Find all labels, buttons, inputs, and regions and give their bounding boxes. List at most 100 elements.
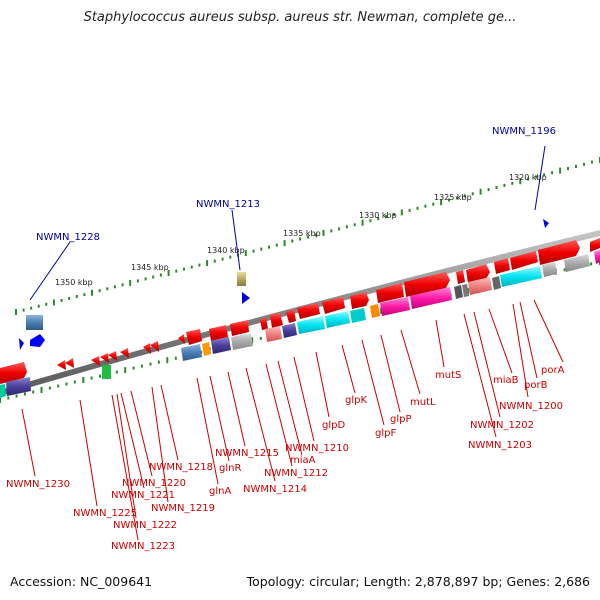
gene-label[interactable]: porA — [541, 365, 565, 376]
gene[interactable] — [57, 360, 66, 370]
gene[interactable] — [0, 362, 27, 384]
gene[interactable] — [178, 334, 185, 344]
ruler-dot — [511, 181, 514, 185]
ruler-dot — [136, 279, 139, 283]
gene[interactable] — [102, 365, 111, 379]
gene[interactable] — [270, 313, 283, 328]
gene[interactable] — [181, 344, 202, 361]
gene-label[interactable]: NWMN_1219 — [151, 503, 215, 514]
ruler-dot — [174, 356, 177, 360]
gene[interactable] — [65, 358, 74, 368]
gene-label[interactable]: glpP — [390, 414, 412, 425]
gene[interactable] — [325, 311, 350, 328]
gene[interactable] — [510, 251, 538, 270]
gene-label[interactable]: glnA — [209, 486, 231, 497]
gene[interactable] — [466, 264, 490, 283]
feature-arrow[interactable] — [19, 338, 24, 350]
gene-label[interactable]: NWMN_1221 — [111, 490, 175, 501]
gene[interactable] — [322, 297, 345, 314]
gene-label[interactable]: glnR — [219, 463, 241, 474]
feature-label[interactable]: NWMN_1228 — [36, 232, 100, 243]
gene[interactable] — [538, 240, 580, 265]
gene[interactable] — [186, 329, 202, 345]
gene[interactable] — [350, 292, 369, 309]
ruler-dot — [90, 376, 93, 380]
gene[interactable] — [0, 384, 6, 398]
gene[interactable] — [282, 323, 297, 338]
ruler-dot — [306, 235, 309, 239]
gene[interactable] — [492, 276, 501, 290]
gene-label[interactable]: NWMN_1215 — [215, 448, 279, 459]
feature-box[interactable] — [26, 315, 43, 330]
gene-label[interactable]: NWMN_1210 — [285, 443, 349, 454]
gene[interactable] — [6, 377, 31, 396]
gene[interactable] — [380, 297, 410, 316]
gene-label[interactable]: NWMN_1212 — [264, 468, 328, 479]
gene[interactable] — [209, 325, 228, 341]
ruler-dot — [455, 196, 458, 200]
gene[interactable] — [454, 285, 463, 299]
gene-label[interactable]: NWMN_1218 — [149, 462, 213, 473]
ruler-dot — [299, 237, 302, 241]
ruler-dot — [252, 249, 255, 253]
gene[interactable] — [297, 303, 320, 319]
feature-label[interactable]: NWMN_1213 — [196, 199, 260, 210]
gene[interactable] — [260, 317, 268, 330]
gene[interactable] — [542, 262, 557, 277]
gene[interactable] — [202, 342, 211, 356]
gene-label[interactable]: glpK — [345, 395, 367, 406]
gene[interactable] — [404, 272, 450, 297]
gene[interactable] — [350, 308, 366, 323]
gene[interactable] — [494, 258, 510, 274]
gene[interactable] — [376, 283, 404, 303]
gene[interactable] — [120, 348, 129, 358]
gene-label[interactable]: NWMN_1214 — [243, 484, 307, 495]
gene[interactable] — [230, 320, 249, 336]
feature-arrow[interactable] — [543, 219, 549, 228]
ruler-dot — [291, 239, 294, 243]
gene[interactable] — [564, 254, 590, 272]
gene-label[interactable]: NWMN_1222 — [113, 520, 177, 531]
gene-label[interactable]: miaB — [493, 375, 519, 386]
gene-label[interactable]: NWMN_1200 — [499, 401, 563, 412]
gene-label[interactable]: NWMN_1225 — [73, 508, 137, 519]
gene[interactable] — [143, 343, 151, 354]
gene[interactable] — [286, 309, 296, 323]
gene-label[interactable]: NWMN_1203 — [468, 440, 532, 451]
gene[interactable] — [150, 341, 159, 352]
gene[interactable] — [297, 316, 325, 334]
gene[interactable] — [590, 238, 600, 252]
gene-label[interactable]: glpF — [375, 428, 396, 439]
gene-label[interactable]: porB — [524, 380, 548, 391]
feature-arrow[interactable] — [30, 334, 45, 347]
ruler-dot — [15, 394, 18, 398]
gene-label[interactable]: NWMN_1202 — [470, 420, 534, 431]
ruler-dot — [157, 360, 160, 364]
gene-label[interactable]: glpD — [322, 420, 345, 431]
gene[interactable] — [265, 326, 282, 342]
feature-label[interactable]: NWMN_1196 — [492, 126, 556, 137]
ruler-dot — [221, 257, 224, 261]
gene[interactable] — [468, 277, 492, 295]
gene[interactable] — [108, 351, 117, 361]
gene-label[interactable]: NWMN_1220 — [122, 478, 186, 489]
feature-box[interactable] — [237, 272, 246, 286]
gene[interactable] — [231, 333, 253, 350]
gene[interactable] — [91, 356, 100, 366]
gene[interactable] — [211, 337, 231, 354]
gene[interactable] — [100, 353, 109, 363]
gene[interactable] — [410, 287, 452, 309]
ruler-tick — [124, 367, 127, 374]
gene-label[interactable]: NWMN_1223 — [111, 541, 175, 552]
gene-label[interactable]: NWMN_1230 — [6, 479, 70, 490]
gene[interactable] — [594, 250, 600, 264]
feature-arrow[interactable] — [242, 292, 250, 304]
gene-label[interactable]: miaA — [290, 455, 316, 466]
gene[interactable] — [456, 270, 465, 284]
gene[interactable] — [500, 266, 542, 287]
gene[interactable] — [370, 304, 380, 318]
gene[interactable] — [462, 284, 469, 297]
gene-label[interactable]: mutL — [410, 397, 436, 408]
ruler-dot — [259, 336, 262, 340]
gene-label[interactable]: mutS — [435, 370, 461, 381]
